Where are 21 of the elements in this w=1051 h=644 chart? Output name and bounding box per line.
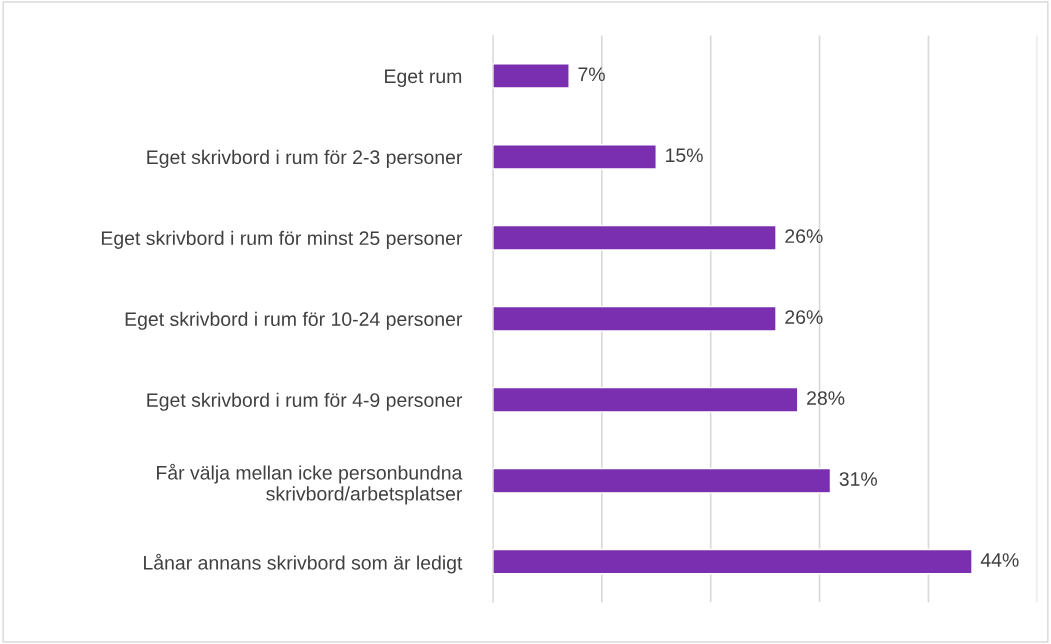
bar	[492, 63, 570, 89]
data-label: 26%	[785, 310, 823, 324]
data-label: 26%	[785, 229, 823, 244]
y-tick-label: Eget skrivbord i rum för 2-3 personer	[147, 149, 463, 168]
y-tick-label: Lånar annans skrivbord som är ledigt	[144, 553, 463, 574]
data-label: 31%	[839, 472, 878, 486]
y-tick-label: Eget rum	[385, 69, 462, 87]
bar	[492, 224, 777, 251]
y-tick-label: Eget skrivbord i rum för 4-9 personer	[147, 392, 463, 411]
bar	[492, 467, 832, 494]
bar	[492, 144, 657, 170]
bar	[492, 386, 799, 413]
data-label: 28%	[807, 391, 845, 405]
y-tick-label: Eget skrivbord i rum för 10-24 personer	[125, 311, 463, 330]
y-tick-label: Får välja mellan icke personbundna skrivbord/arbetsplatser	[157, 463, 463, 505]
bar	[492, 305, 777, 332]
bar	[492, 548, 973, 575]
y-tick-label: Eget skrivbord i rum för minst 25 personer	[101, 230, 463, 249]
data-label: 7%	[578, 67, 605, 82]
data-label: 15%	[666, 148, 703, 163]
data-label: 44%	[980, 553, 1019, 567]
